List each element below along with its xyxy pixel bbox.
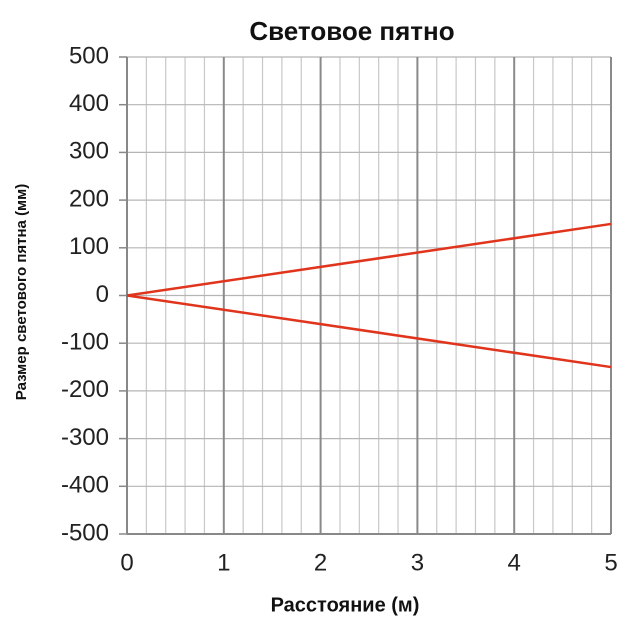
x-tick-label: 3 (411, 549, 424, 576)
x-tick-label: 0 (120, 549, 133, 576)
x-tick-label: 2 (314, 549, 327, 576)
y-tick-label: 400 (69, 90, 109, 117)
y-tick-label: -100 (61, 329, 109, 356)
data-line (126, 294, 612, 369)
y-tick-label: -200 (61, 376, 109, 403)
y-tick-label: 500 (69, 42, 109, 69)
y-tick-label: 300 (69, 138, 109, 165)
data-line (126, 222, 612, 297)
y-tick-label: -400 (61, 472, 109, 499)
y-tick-label: 0 (96, 281, 109, 308)
y-tick-label: 200 (69, 185, 109, 212)
y-tick-label: -300 (61, 424, 109, 451)
x-tick-label: 4 (508, 549, 521, 576)
x-tick-label: 1 (217, 549, 230, 576)
x-axis-label: Расстояние (м) (271, 594, 420, 616)
chart-title: Световое пятно (249, 16, 454, 46)
y-tick-label: 100 (69, 233, 109, 260)
x-tick-label: 5 (604, 549, 617, 576)
y-tick-label: -500 (61, 519, 109, 546)
y-axis-label: Размер светового пятна (мм) (13, 184, 30, 400)
